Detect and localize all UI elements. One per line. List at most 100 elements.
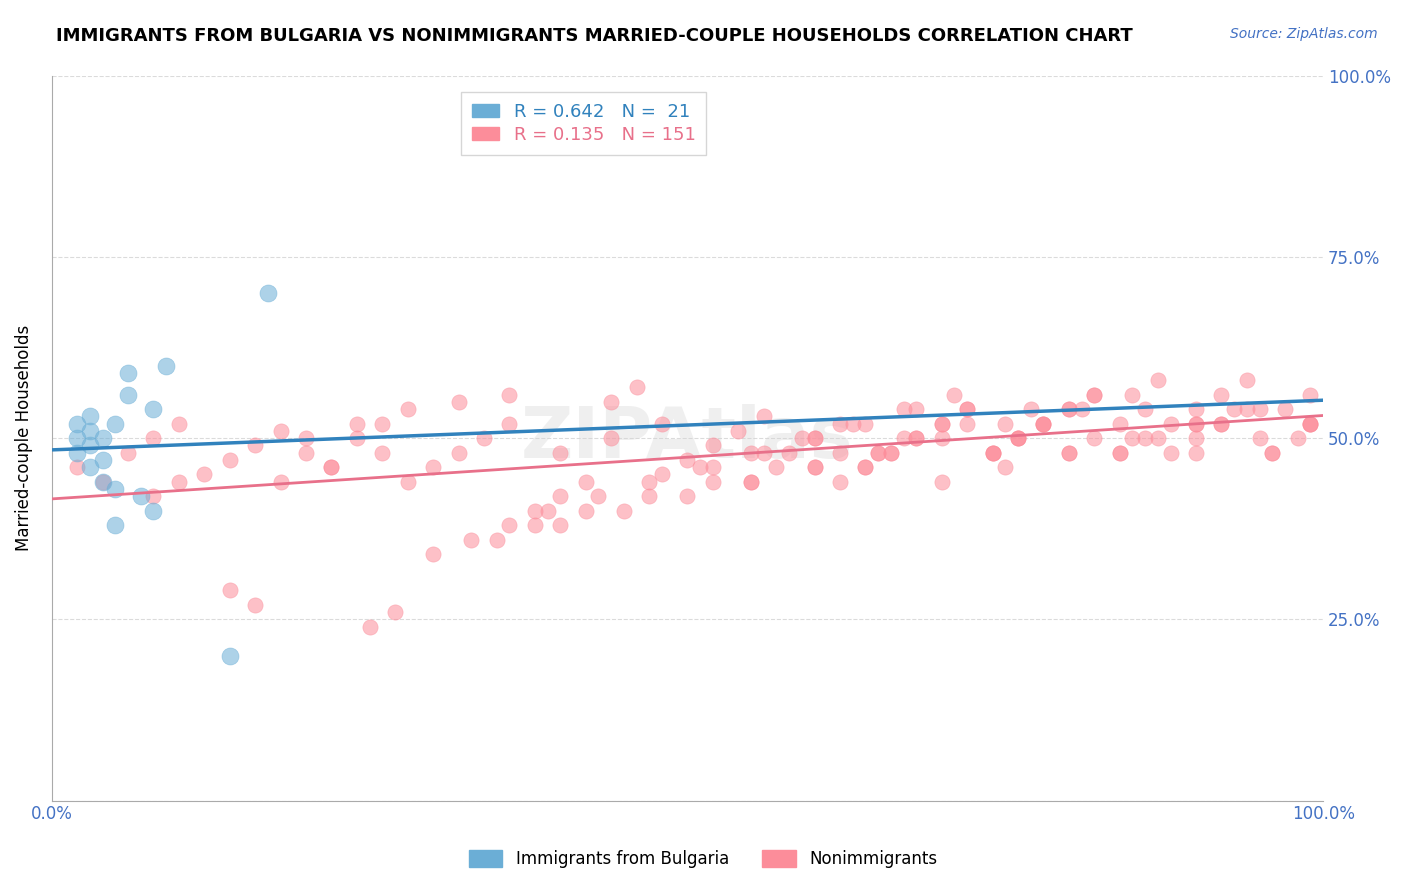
Point — [1249, 402, 1271, 417]
Point — [1211, 417, 1233, 431]
Point — [1070, 402, 1092, 417]
Point — [676, 452, 699, 467]
Point — [727, 424, 749, 438]
Point — [536, 503, 558, 517]
Point — [167, 417, 190, 431]
Point — [1274, 402, 1296, 417]
Point — [651, 467, 673, 482]
Point — [1057, 402, 1080, 417]
Point — [66, 445, 89, 459]
Point — [1249, 431, 1271, 445]
Point — [868, 445, 890, 459]
Point — [1223, 402, 1246, 417]
Point — [91, 475, 114, 489]
Point — [1019, 402, 1042, 417]
Point — [1032, 417, 1054, 431]
Legend: Immigrants from Bulgaria, Nonimmigrants: Immigrants from Bulgaria, Nonimmigrants — [463, 843, 943, 875]
Point — [651, 417, 673, 431]
Point — [600, 394, 623, 409]
Point — [868, 445, 890, 459]
Point — [1299, 417, 1322, 431]
Point — [91, 475, 114, 489]
Point — [1160, 445, 1182, 459]
Point — [855, 460, 877, 475]
Y-axis label: Married-couple Households: Married-couple Households — [15, 325, 32, 551]
Point — [1083, 431, 1105, 445]
Point — [880, 445, 903, 459]
Point — [1147, 431, 1170, 445]
Point — [104, 417, 127, 431]
Point — [613, 503, 636, 517]
Point — [447, 394, 470, 409]
Point — [943, 387, 966, 401]
Point — [218, 648, 240, 663]
Point — [1185, 417, 1208, 431]
Point — [523, 503, 546, 517]
Point — [270, 424, 292, 438]
Point — [129, 489, 152, 503]
Point — [790, 431, 813, 445]
Point — [1057, 445, 1080, 459]
Point — [1236, 373, 1258, 387]
Point — [1299, 417, 1322, 431]
Point — [803, 460, 825, 475]
Point — [295, 431, 318, 445]
Point — [740, 445, 762, 459]
Point — [676, 489, 699, 503]
Point — [638, 489, 661, 503]
Point — [104, 482, 127, 496]
Point — [1057, 402, 1080, 417]
Point — [1147, 373, 1170, 387]
Point — [841, 417, 863, 431]
Point — [346, 417, 368, 431]
Point — [1286, 431, 1309, 445]
Point — [956, 402, 979, 417]
Point — [803, 431, 825, 445]
Point — [828, 417, 851, 431]
Point — [447, 445, 470, 459]
Point — [371, 445, 394, 459]
Point — [79, 409, 101, 424]
Point — [523, 518, 546, 533]
Point — [79, 438, 101, 452]
Point — [994, 460, 1017, 475]
Point — [142, 431, 165, 445]
Point — [91, 452, 114, 467]
Point — [79, 424, 101, 438]
Point — [1083, 387, 1105, 401]
Point — [1108, 417, 1130, 431]
Point — [142, 489, 165, 503]
Point — [472, 431, 495, 445]
Point — [257, 286, 280, 301]
Point — [740, 475, 762, 489]
Point — [1299, 417, 1322, 431]
Point — [855, 417, 877, 431]
Point — [1083, 387, 1105, 401]
Point — [1261, 445, 1284, 459]
Point — [1057, 445, 1080, 459]
Point — [931, 417, 953, 431]
Point — [270, 475, 292, 489]
Point — [1211, 417, 1233, 431]
Point — [981, 445, 1004, 459]
Point — [1133, 431, 1156, 445]
Point — [765, 460, 787, 475]
Point — [104, 518, 127, 533]
Point — [588, 489, 610, 503]
Point — [905, 431, 928, 445]
Point — [396, 475, 419, 489]
Point — [1185, 431, 1208, 445]
Point — [321, 460, 343, 475]
Point — [956, 402, 979, 417]
Point — [1007, 431, 1029, 445]
Point — [66, 460, 89, 475]
Point — [905, 431, 928, 445]
Point — [167, 475, 190, 489]
Point — [550, 445, 572, 459]
Point — [498, 387, 520, 401]
Point — [956, 417, 979, 431]
Point — [778, 445, 800, 459]
Point — [828, 475, 851, 489]
Point — [79, 460, 101, 475]
Point — [371, 417, 394, 431]
